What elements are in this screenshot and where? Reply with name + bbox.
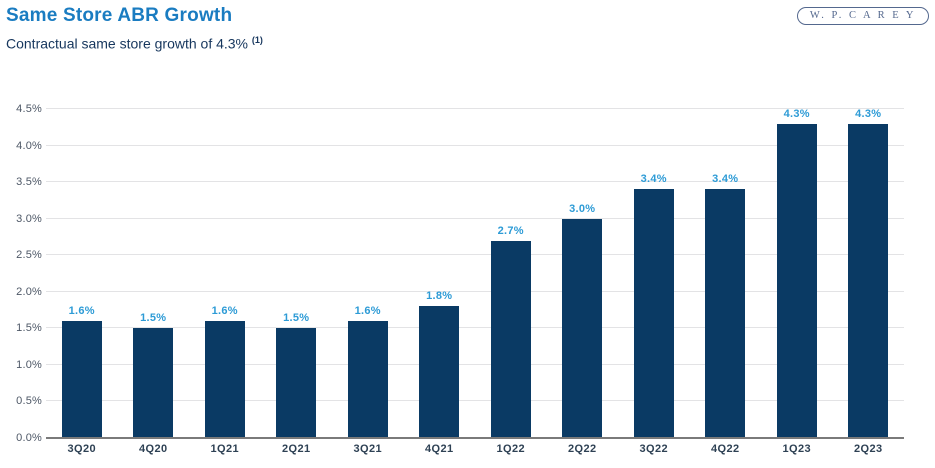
x-tick-label: 2Q23 — [853, 443, 883, 455]
bar-value-label: 4.3% — [855, 107, 882, 120]
bar-2Q22 — [562, 218, 603, 438]
wp-carey-logo: W. P. C A R E Y — [796, 7, 929, 25]
bar-1Q23 — [776, 123, 817, 438]
bar-1Q21 — [204, 321, 245, 438]
bar-slot: 4.3% — [761, 107, 833, 438]
bar-slot: 1.6% — [189, 109, 261, 438]
x-axis: 3Q20 4Q20 1Q21 2Q21 3Q21 4Q21 1Q22 2Q22 3Q22 4Q22… — [46, 443, 904, 461]
y-tick-label: 0.0% — [16, 432, 42, 444]
gridline — [46, 181, 904, 183]
x-tick-label: 3Q20 — [67, 443, 96, 455]
y-tick-label: 1.5% — [16, 322, 42, 335]
x-tick-label: 2Q22 — [567, 443, 597, 455]
y-tick-label: 0.5% — [16, 395, 42, 408]
y-tick-label: 2.0% — [16, 285, 42, 298]
gridline — [46, 363, 904, 365]
x-axis-baseline — [46, 437, 904, 439]
bar-value-label: 2.7% — [497, 224, 524, 237]
bar-value-label: 1.6% — [68, 305, 95, 318]
bar-4Q21 — [419, 306, 460, 438]
gridline — [46, 254, 904, 256]
bar-2Q23 — [848, 123, 889, 438]
x-tick-label: 3Q22 — [639, 443, 668, 455]
gridline — [46, 144, 904, 146]
bar-slot: 1.5% — [118, 109, 190, 438]
gridline — [46, 290, 904, 292]
bar-slot: 1.6% — [332, 109, 404, 438]
y-tick-label: 3.5% — [16, 176, 42, 189]
bar-3Q21 — [347, 321, 388, 438]
subtitle-text: Contractual same store growth of 4.3% — [6, 35, 249, 52]
bars-row: 1.6% 1.5% 1.6% 1.5% 1.6% 1.8% 2.7% 3.0% 3.4% 3.4%… — [46, 107, 905, 438]
x-tick-label: 4Q20 — [138, 443, 168, 455]
y-tick-label: 3.0% — [16, 212, 42, 225]
bar-value-label: 1.8% — [426, 290, 453, 303]
x-tick-label: 2Q21 — [281, 443, 311, 455]
gridline — [46, 108, 904, 109]
bar-3Q22 — [633, 189, 674, 438]
bar-slot: 3.0% — [547, 109, 619, 438]
bar-value-label: 1.5% — [140, 312, 167, 325]
bar-3Q20 — [61, 321, 102, 438]
x-tick-label: 4Q21 — [424, 443, 454, 455]
subtitle-footnote-marker: (1) — [251, 35, 263, 45]
bar-value-label: 3.4% — [712, 173, 739, 186]
bar-slot: 1.5% — [261, 109, 333, 438]
page-subtitle: Contractual same store growth of 4.3% (1… — [6, 35, 263, 52]
x-tick-label: 1Q21 — [210, 443, 239, 455]
gridline — [46, 400, 904, 402]
y-tick-label: 1.0% — [16, 358, 42, 371]
page-title: Same Store ABR Growth — [6, 5, 233, 26]
x-tick-label: 1Q22 — [496, 443, 525, 455]
gridline — [46, 327, 904, 329]
chart-plot-area: 1.6% 1.5% 1.6% 1.5% 1.6% 1.8% 2.7% 3.0% 3.4% 3.4%… — [46, 107, 905, 439]
y-tick-label: 4.5% — [16, 103, 42, 115]
bar-slot: 2.7% — [475, 109, 547, 438]
bar-value-label: 4.3% — [783, 107, 810, 120]
bar-slot: 3.4% — [618, 109, 690, 438]
x-tick-label: 3Q21 — [353, 443, 382, 455]
x-tick-label: 1Q23 — [782, 443, 811, 455]
y-axis: 0.0% 0.5% 1.0% 1.5% 2.0% 2.5% 3.0% 3.5% 4.0% 4.5% — [0, 103, 42, 444]
bar-value-label: 1.6% — [211, 305, 238, 318]
gridline — [46, 217, 904, 219]
bar-value-label: 3.4% — [640, 173, 667, 186]
y-tick-label: 2.5% — [16, 249, 42, 262]
bar-4Q20 — [133, 328, 174, 438]
bar-1Q22 — [490, 240, 531, 438]
bar-slot: 3.4% — [690, 109, 762, 438]
bar-4Q22 — [705, 189, 746, 438]
bar-value-label: 3.0% — [569, 202, 596, 215]
bar-slot: 1.6% — [46, 109, 118, 438]
bar-2Q21 — [276, 328, 317, 438]
bar-slot: 4.3% — [833, 107, 905, 438]
y-tick-label: 4.0% — [16, 139, 42, 152]
bar-value-label: 1.6% — [354, 305, 381, 318]
x-tick-label: 4Q22 — [710, 443, 740, 455]
bar-value-label: 1.5% — [283, 312, 310, 325]
bar-slot: 1.8% — [404, 109, 476, 438]
